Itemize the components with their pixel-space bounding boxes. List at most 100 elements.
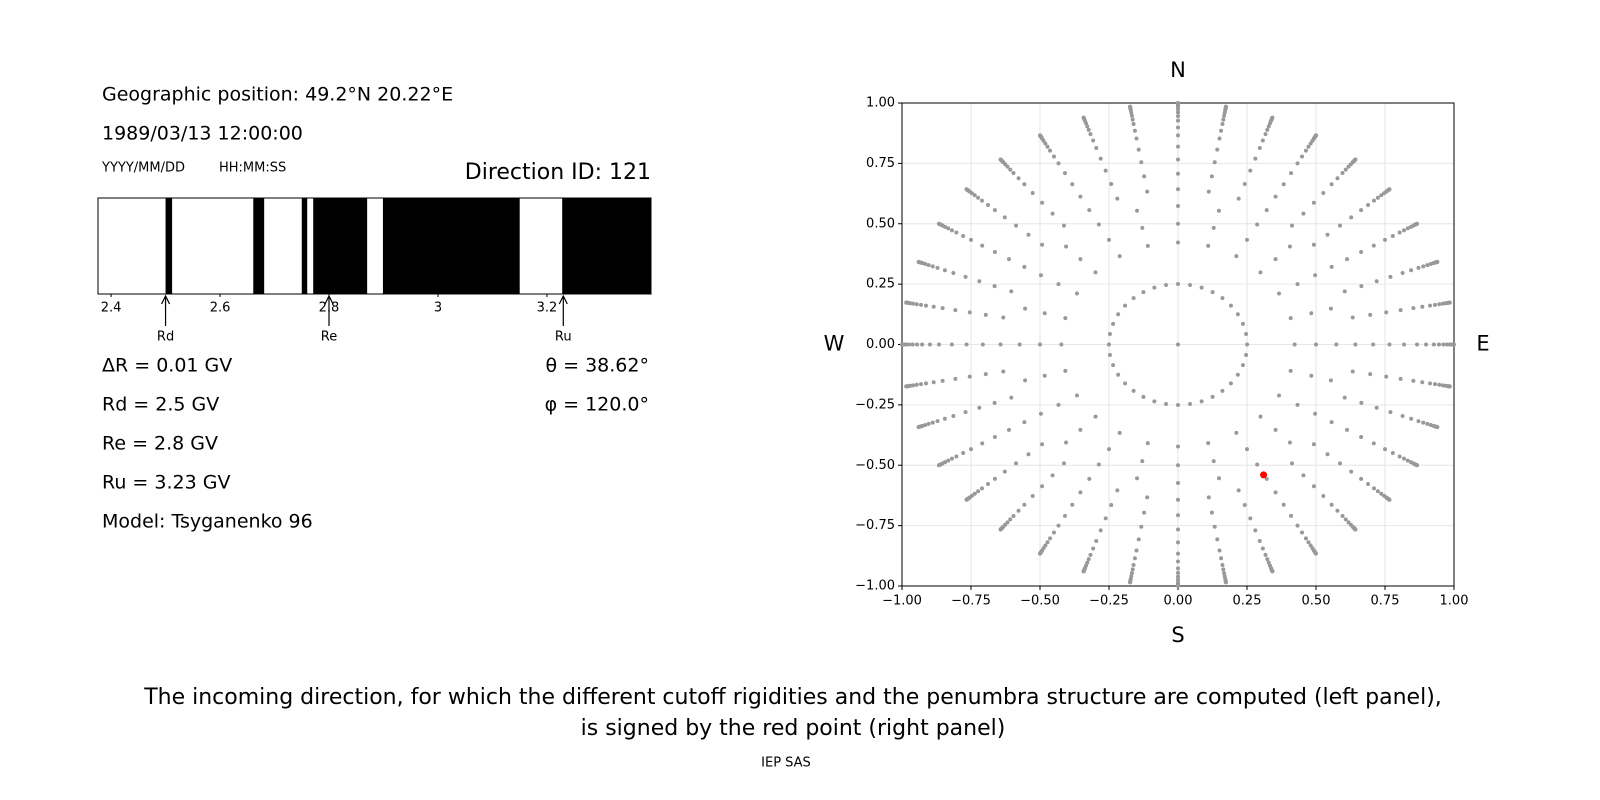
direction-point	[949, 456, 954, 461]
direction-point	[1300, 530, 1305, 535]
direction-point	[1009, 395, 1014, 400]
direction-point	[1349, 469, 1354, 474]
direction-point	[1228, 381, 1233, 386]
direction-point	[1134, 548, 1139, 553]
direction-point	[1111, 363, 1116, 368]
direction-point	[1248, 168, 1253, 173]
direction-point	[1086, 557, 1091, 562]
direction-point	[1217, 548, 1222, 553]
direction-point	[1313, 273, 1318, 278]
direction-point	[1372, 486, 1377, 491]
direction-point	[1064, 440, 1069, 445]
forbidden-band	[313, 198, 368, 294]
direction-point	[1135, 208, 1140, 213]
direction-point	[1328, 378, 1333, 383]
direction-point	[1435, 259, 1440, 264]
direction-point	[1145, 441, 1150, 446]
direction-point	[940, 378, 945, 383]
direction-point	[1048, 536, 1053, 541]
direction-point	[1116, 312, 1121, 317]
direction-point	[1431, 342, 1436, 347]
direction-point	[1050, 211, 1055, 216]
direction-point	[951, 414, 956, 419]
direction-point	[1325, 232, 1330, 237]
y-tick-label: 0.50	[866, 216, 895, 231]
direction-point	[1094, 145, 1099, 150]
marker-label: Rd	[157, 330, 174, 345]
direction-point	[1405, 458, 1410, 463]
direction-point	[904, 384, 909, 389]
y-tick-label: −1.00	[855, 579, 895, 594]
direction-point	[1397, 230, 1402, 235]
direction-point	[1420, 380, 1425, 385]
direction-point	[992, 434, 997, 439]
direction-point	[1056, 161, 1061, 166]
direction-point	[1040, 442, 1045, 447]
direction-point	[992, 476, 997, 481]
direction-point	[1398, 376, 1403, 381]
direction-point	[1255, 222, 1260, 227]
direction-point	[1383, 447, 1387, 452]
direction-point	[1070, 182, 1075, 187]
direction-point	[985, 482, 990, 487]
direction-point	[1353, 342, 1358, 347]
direction-point	[923, 381, 928, 386]
direction-point	[1444, 342, 1449, 347]
direction-point	[1096, 222, 1101, 227]
direction-point	[1309, 373, 1314, 378]
direction-point	[1447, 384, 1452, 389]
direction-point	[1130, 117, 1135, 122]
direction-point	[1288, 368, 1293, 373]
direction-point	[1301, 211, 1306, 216]
caption: is signed by the red point (right panel)	[581, 716, 1006, 741]
direction-point	[935, 419, 940, 424]
compass-e: E	[1476, 332, 1489, 356]
direction-point	[1421, 264, 1426, 269]
direction-point	[1257, 539, 1262, 544]
direction-point	[1017, 342, 1022, 347]
direction-point	[1038, 342, 1042, 347]
direction-point	[1219, 128, 1224, 133]
direction-point	[1107, 237, 1111, 242]
direction-point	[1345, 427, 1350, 432]
direction-point	[1176, 559, 1180, 564]
direction-point	[1400, 270, 1405, 275]
x-tick-label: 0.50	[1302, 594, 1331, 609]
direction-point	[1236, 196, 1241, 201]
direction-point	[1117, 254, 1122, 259]
direction-point	[1309, 311, 1314, 316]
direction-point	[1359, 284, 1364, 289]
direction-point	[1040, 242, 1045, 247]
direction-point	[1368, 312, 1373, 317]
direction-point	[1048, 148, 1053, 153]
direction-point	[1350, 315, 1355, 320]
direction-point	[1176, 584, 1180, 588]
direction-point	[1342, 289, 1347, 294]
direction-point	[1337, 223, 1342, 228]
direction-point	[949, 228, 954, 233]
direction-point	[910, 342, 915, 347]
direction-point	[936, 221, 941, 226]
direction-point	[1109, 182, 1114, 187]
direction-point	[953, 308, 958, 313]
direction-point	[1265, 127, 1270, 132]
direction-point	[1145, 243, 1150, 248]
direction-point	[983, 312, 988, 317]
direction-point	[1234, 254, 1239, 259]
direction-point	[964, 342, 969, 347]
direction-point	[1164, 402, 1169, 407]
direction-point	[914, 302, 919, 307]
direction-point	[1353, 157, 1358, 162]
direction-point	[1311, 242, 1316, 247]
direction-point	[1038, 133, 1042, 138]
param: Rd = 2.5 GV	[102, 394, 219, 416]
y-tick-label: 1.00	[866, 96, 895, 111]
direction-point	[1452, 342, 1456, 347]
direction-point	[1176, 221, 1180, 226]
direction-point	[1141, 394, 1146, 399]
direction-point	[1107, 332, 1112, 337]
direction-point	[1295, 523, 1300, 528]
direction-point	[1359, 208, 1364, 213]
direction-point	[1303, 536, 1308, 541]
